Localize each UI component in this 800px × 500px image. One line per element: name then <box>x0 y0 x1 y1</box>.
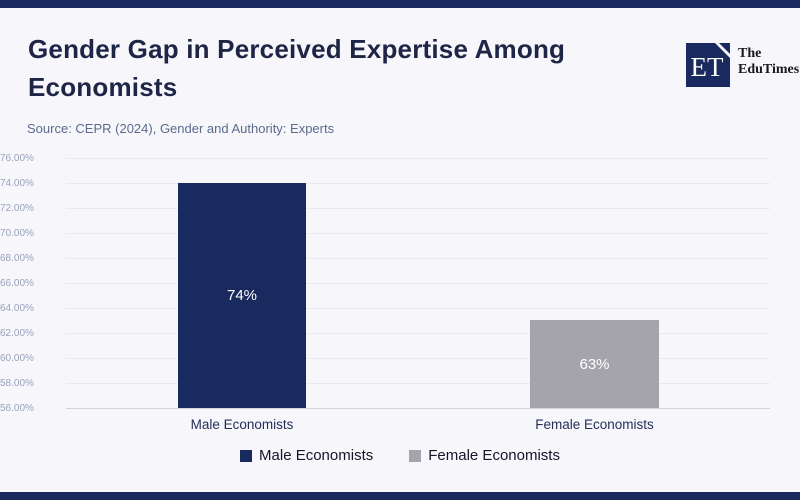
logo-wordmark: The EduTimes <box>738 46 799 78</box>
edutimes-logo-icon: ET <box>686 43 730 87</box>
legend-item-female: Female Economists <box>409 447 560 464</box>
legend-label: Male Economists <box>259 447 374 464</box>
bottom-accent-bar <box>0 492 800 500</box>
legend-swatch-male <box>240 449 253 462</box>
gridline <box>66 383 770 384</box>
chart-legend: Male Economists Female Economists <box>0 447 800 464</box>
gridline <box>66 283 770 284</box>
y-axis-tick-label: 62.00% <box>0 328 34 339</box>
gridline <box>66 308 770 309</box>
edutimes-logo: ET The EduTimes <box>686 43 799 87</box>
gridline <box>66 258 770 259</box>
y-axis-tick-label: 72.00% <box>0 203 34 214</box>
y-axis-tick-label: 58.00% <box>0 378 34 389</box>
y-axis-tick-label: 74.00% <box>0 178 34 189</box>
logo-name-line2: EduTimes <box>738 62 800 77</box>
gridline <box>66 183 770 184</box>
y-axis-tick-label: 66.00% <box>0 278 34 289</box>
x-axis-label-female: Female Economists <box>535 417 654 432</box>
y-axis-tick-label: 68.00% <box>0 253 34 264</box>
gridline <box>66 333 770 334</box>
bar-value-label: 74% <box>226 287 258 304</box>
y-axis-tick-label: 64.00% <box>0 303 34 314</box>
bar-female-economists: 63% <box>530 320 659 408</box>
y-axis-tick-label: 76.00% <box>0 153 34 164</box>
gridline <box>66 208 770 209</box>
legend-item-male: Male Economists <box>240 447 373 464</box>
top-accent-bar <box>0 0 800 8</box>
plot-area: 74% 63% <box>66 158 770 409</box>
y-axis-tick-label: 70.00% <box>0 228 34 239</box>
x-axis-label-male: Male Economists <box>190 417 294 432</box>
bar-chart: 76.00% 74.00% 72.00% 70.00% 68.00% 66.00% 64.0… <box>0 153 800 432</box>
bar-male-economists: 74% <box>178 183 306 408</box>
source-caption: Source: CEPR (2024), Gender and Authorit… <box>27 121 335 136</box>
page-title: Gender Gap in Perceived Expertise Among … <box>28 34 566 102</box>
logo-name-line1: The <box>738 46 762 61</box>
legend-swatch-female <box>409 449 422 462</box>
legend-label: Female Economists <box>428 447 560 464</box>
logo-monogram: ET <box>691 52 724 82</box>
y-axis-tick-label: 56.00% <box>0 403 34 414</box>
gridline <box>66 358 770 359</box>
gridline <box>66 233 770 234</box>
gridline <box>66 158 770 159</box>
y-axis-tick-label: 60.00% <box>0 353 34 364</box>
bar-value-label: 63% <box>579 355 610 373</box>
